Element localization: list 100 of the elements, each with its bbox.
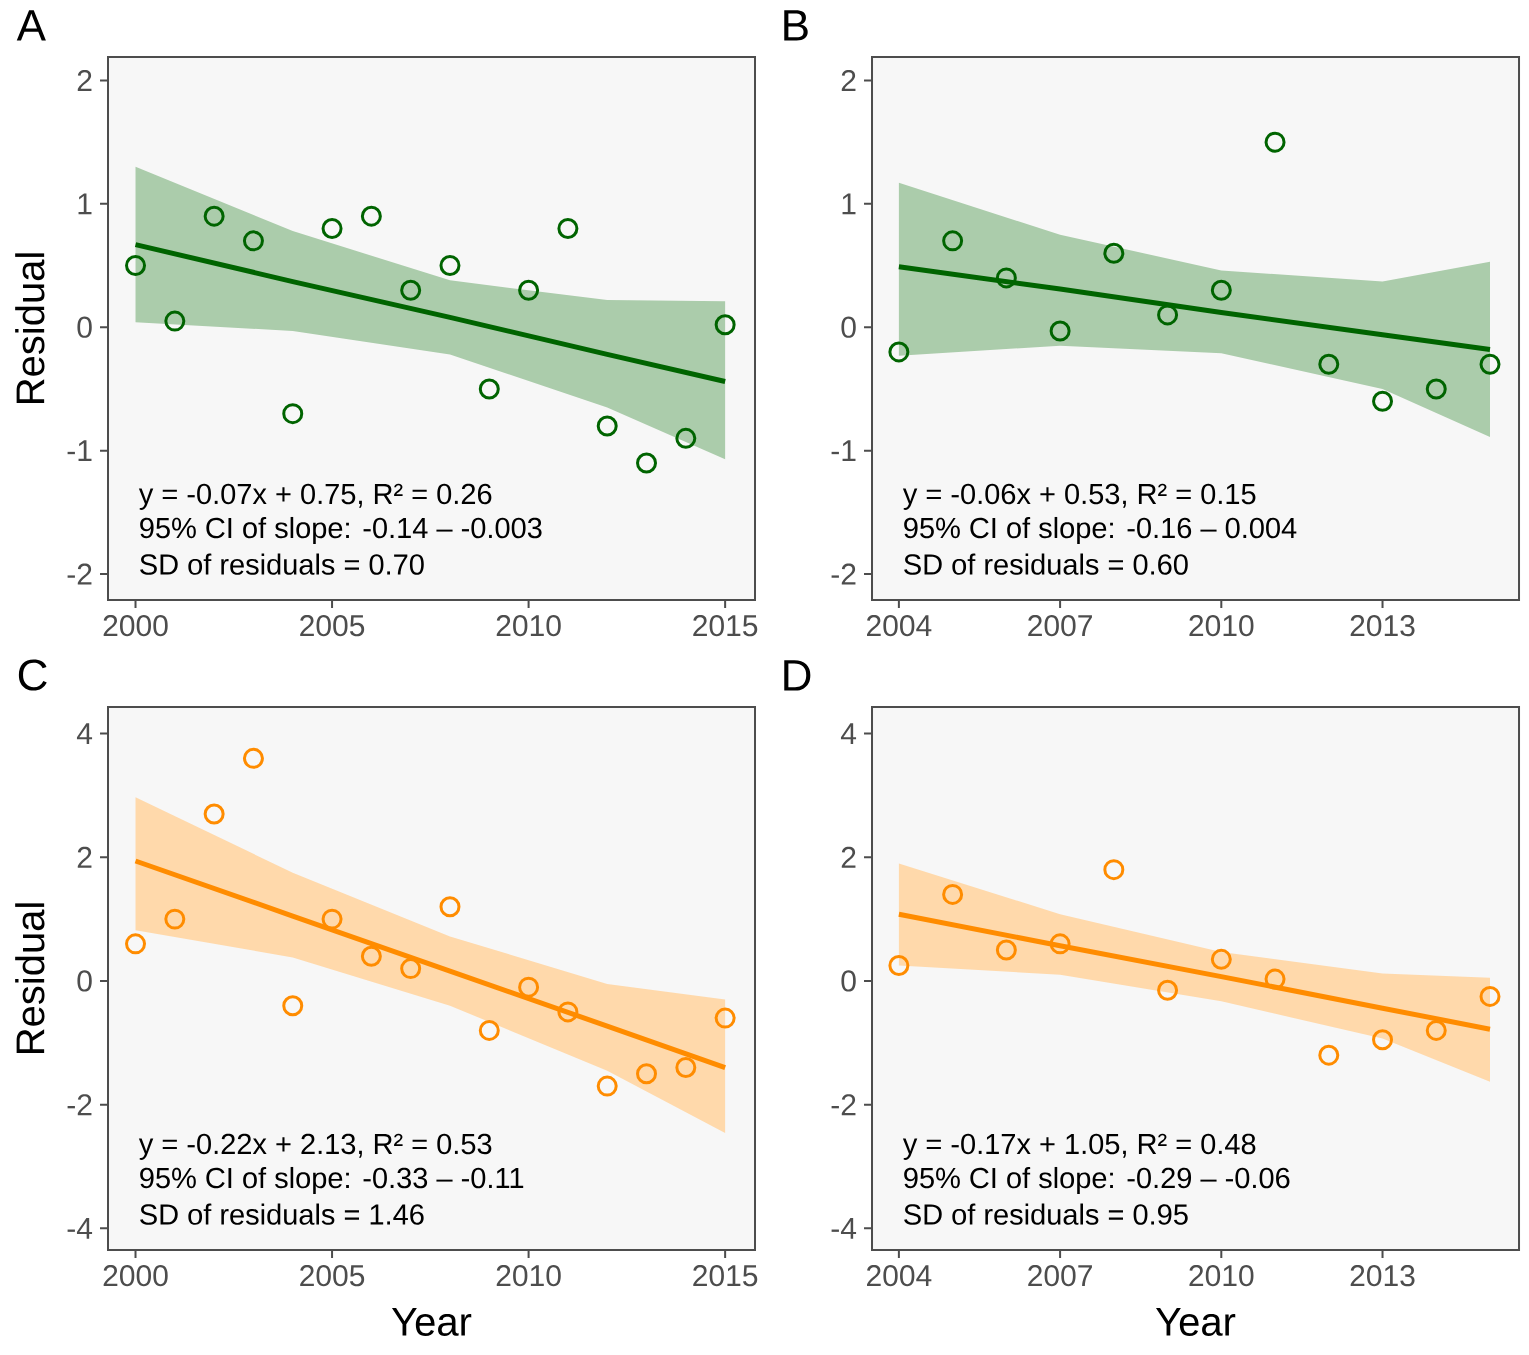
point	[518, 279, 540, 301]
annotation: y = -0.07x + 0.75, R² = 0.26	[138, 483, 492, 510]
point	[1157, 979, 1179, 1001]
point	[478, 1019, 500, 1041]
x-tick-label: 2013	[1350, 615, 1415, 637]
y-tick-label: 0	[841, 316, 856, 338]
y-tick-label: -1	[67, 440, 92, 461]
point	[675, 1057, 697, 1079]
y-tick-label: 4	[76, 723, 93, 744]
x-tick-label: 2004	[867, 615, 932, 637]
point	[888, 955, 910, 977]
chart-title: A	[16, 10, 46, 41]
point	[164, 908, 186, 930]
point	[636, 1063, 658, 1085]
point	[596, 415, 618, 437]
y-tick-label: -2	[67, 1094, 92, 1116]
point	[242, 747, 264, 769]
point	[282, 403, 304, 425]
point	[1425, 378, 1447, 400]
point	[1210, 279, 1232, 301]
point	[888, 341, 910, 363]
y-tick-label: 2	[77, 846, 92, 868]
point	[1372, 1029, 1394, 1051]
point	[282, 995, 304, 1017]
x-tick-label: 2005	[300, 615, 365, 637]
y-axis-title: Residual	[15, 903, 45, 1054]
point	[360, 945, 382, 967]
y-axis-title: Residual	[15, 253, 45, 404]
x-tick-label: 2005	[300, 1265, 365, 1287]
x-tick-label: 2007	[1028, 1265, 1092, 1287]
point	[164, 310, 186, 332]
x-tick-label: 2015	[693, 615, 758, 637]
y-tick-label: 4	[840, 723, 857, 744]
point	[1264, 968, 1286, 990]
x-tick-label: 2010	[1189, 1265, 1254, 1287]
point	[1479, 353, 1501, 375]
y-tick-label: 1	[842, 193, 856, 215]
x-axis-title: Year	[1155, 1308, 1236, 1336]
point	[1157, 304, 1179, 326]
point	[714, 1007, 736, 1029]
point	[995, 939, 1017, 961]
annotation: y = -0.17x + 1.05, R² = 0.48	[902, 1133, 1256, 1160]
y-tick-label: 2	[77, 69, 92, 91]
annotation: SD of residuals = 0.95	[904, 1203, 1188, 1225]
point	[321, 908, 343, 930]
point	[321, 218, 343, 240]
point	[439, 255, 461, 277]
point	[125, 933, 147, 955]
point	[1103, 242, 1125, 264]
point	[1210, 948, 1232, 970]
point	[400, 279, 422, 301]
x-tick-label: 2000	[103, 615, 168, 637]
y-tick-label: 0	[841, 970, 856, 992]
point	[360, 205, 382, 227]
y-tick-label: -2	[67, 563, 92, 585]
point	[1372, 390, 1394, 412]
point	[714, 314, 736, 336]
x-tick-label: 2010	[496, 615, 561, 637]
point	[518, 976, 540, 998]
y-tick-label: -1	[831, 440, 856, 461]
y-tick-label: 1	[78, 193, 92, 215]
point	[1479, 985, 1501, 1007]
x-axis-title: Year	[391, 1308, 472, 1336]
point	[596, 1075, 618, 1097]
chart-title: C	[18, 659, 47, 691]
point	[942, 883, 964, 905]
annotation: 95% CI of slope: -0.33 – -0.11	[140, 1166, 524, 1194]
x-tick-label: 2000	[103, 1265, 168, 1287]
point	[1318, 353, 1340, 375]
point	[995, 267, 1017, 289]
point	[1049, 320, 1071, 342]
chart-title: B	[784, 10, 808, 41]
y-tick-label: 0	[77, 316, 92, 338]
point	[400, 958, 422, 980]
y-tick-label: 0	[77, 970, 92, 992]
y-tick-label: -4	[67, 1218, 93, 1239]
point	[1425, 1019, 1447, 1041]
annotation: SD of residuals = 1.46	[140, 1203, 424, 1225]
y-tick-label: 2	[841, 69, 856, 91]
x-tick-label: 2013	[1350, 1265, 1415, 1287]
point	[1318, 1044, 1340, 1066]
annotation: SD of residuals = 0.60	[904, 553, 1188, 575]
point	[1049, 933, 1071, 955]
point	[557, 218, 579, 240]
annotation: y = -0.06x + 0.53, R² = 0.15	[902, 483, 1256, 510]
annotation: 95% CI of slope: -0.16 – 0.004	[904, 516, 1297, 544]
annotation: 95% CI of slope: -0.14 – -0.003	[140, 516, 542, 544]
point	[478, 378, 500, 400]
x-tick-label: 2007	[1028, 615, 1092, 637]
annotation: y = -0.22x + 2.13, R² = 0.53	[138, 1133, 492, 1160]
x-tick-label: 2010	[1189, 615, 1254, 637]
y-tick-label: 2	[841, 846, 856, 868]
x-tick-label: 2004	[867, 1265, 932, 1287]
point	[125, 255, 147, 277]
chart-title: D	[784, 660, 811, 691]
point	[942, 230, 964, 252]
y-tick-label: -2	[831, 1094, 856, 1116]
x-tick-label: 2015	[693, 1265, 758, 1287]
x-tick-label: 2010	[496, 1265, 561, 1287]
point	[636, 452, 658, 474]
